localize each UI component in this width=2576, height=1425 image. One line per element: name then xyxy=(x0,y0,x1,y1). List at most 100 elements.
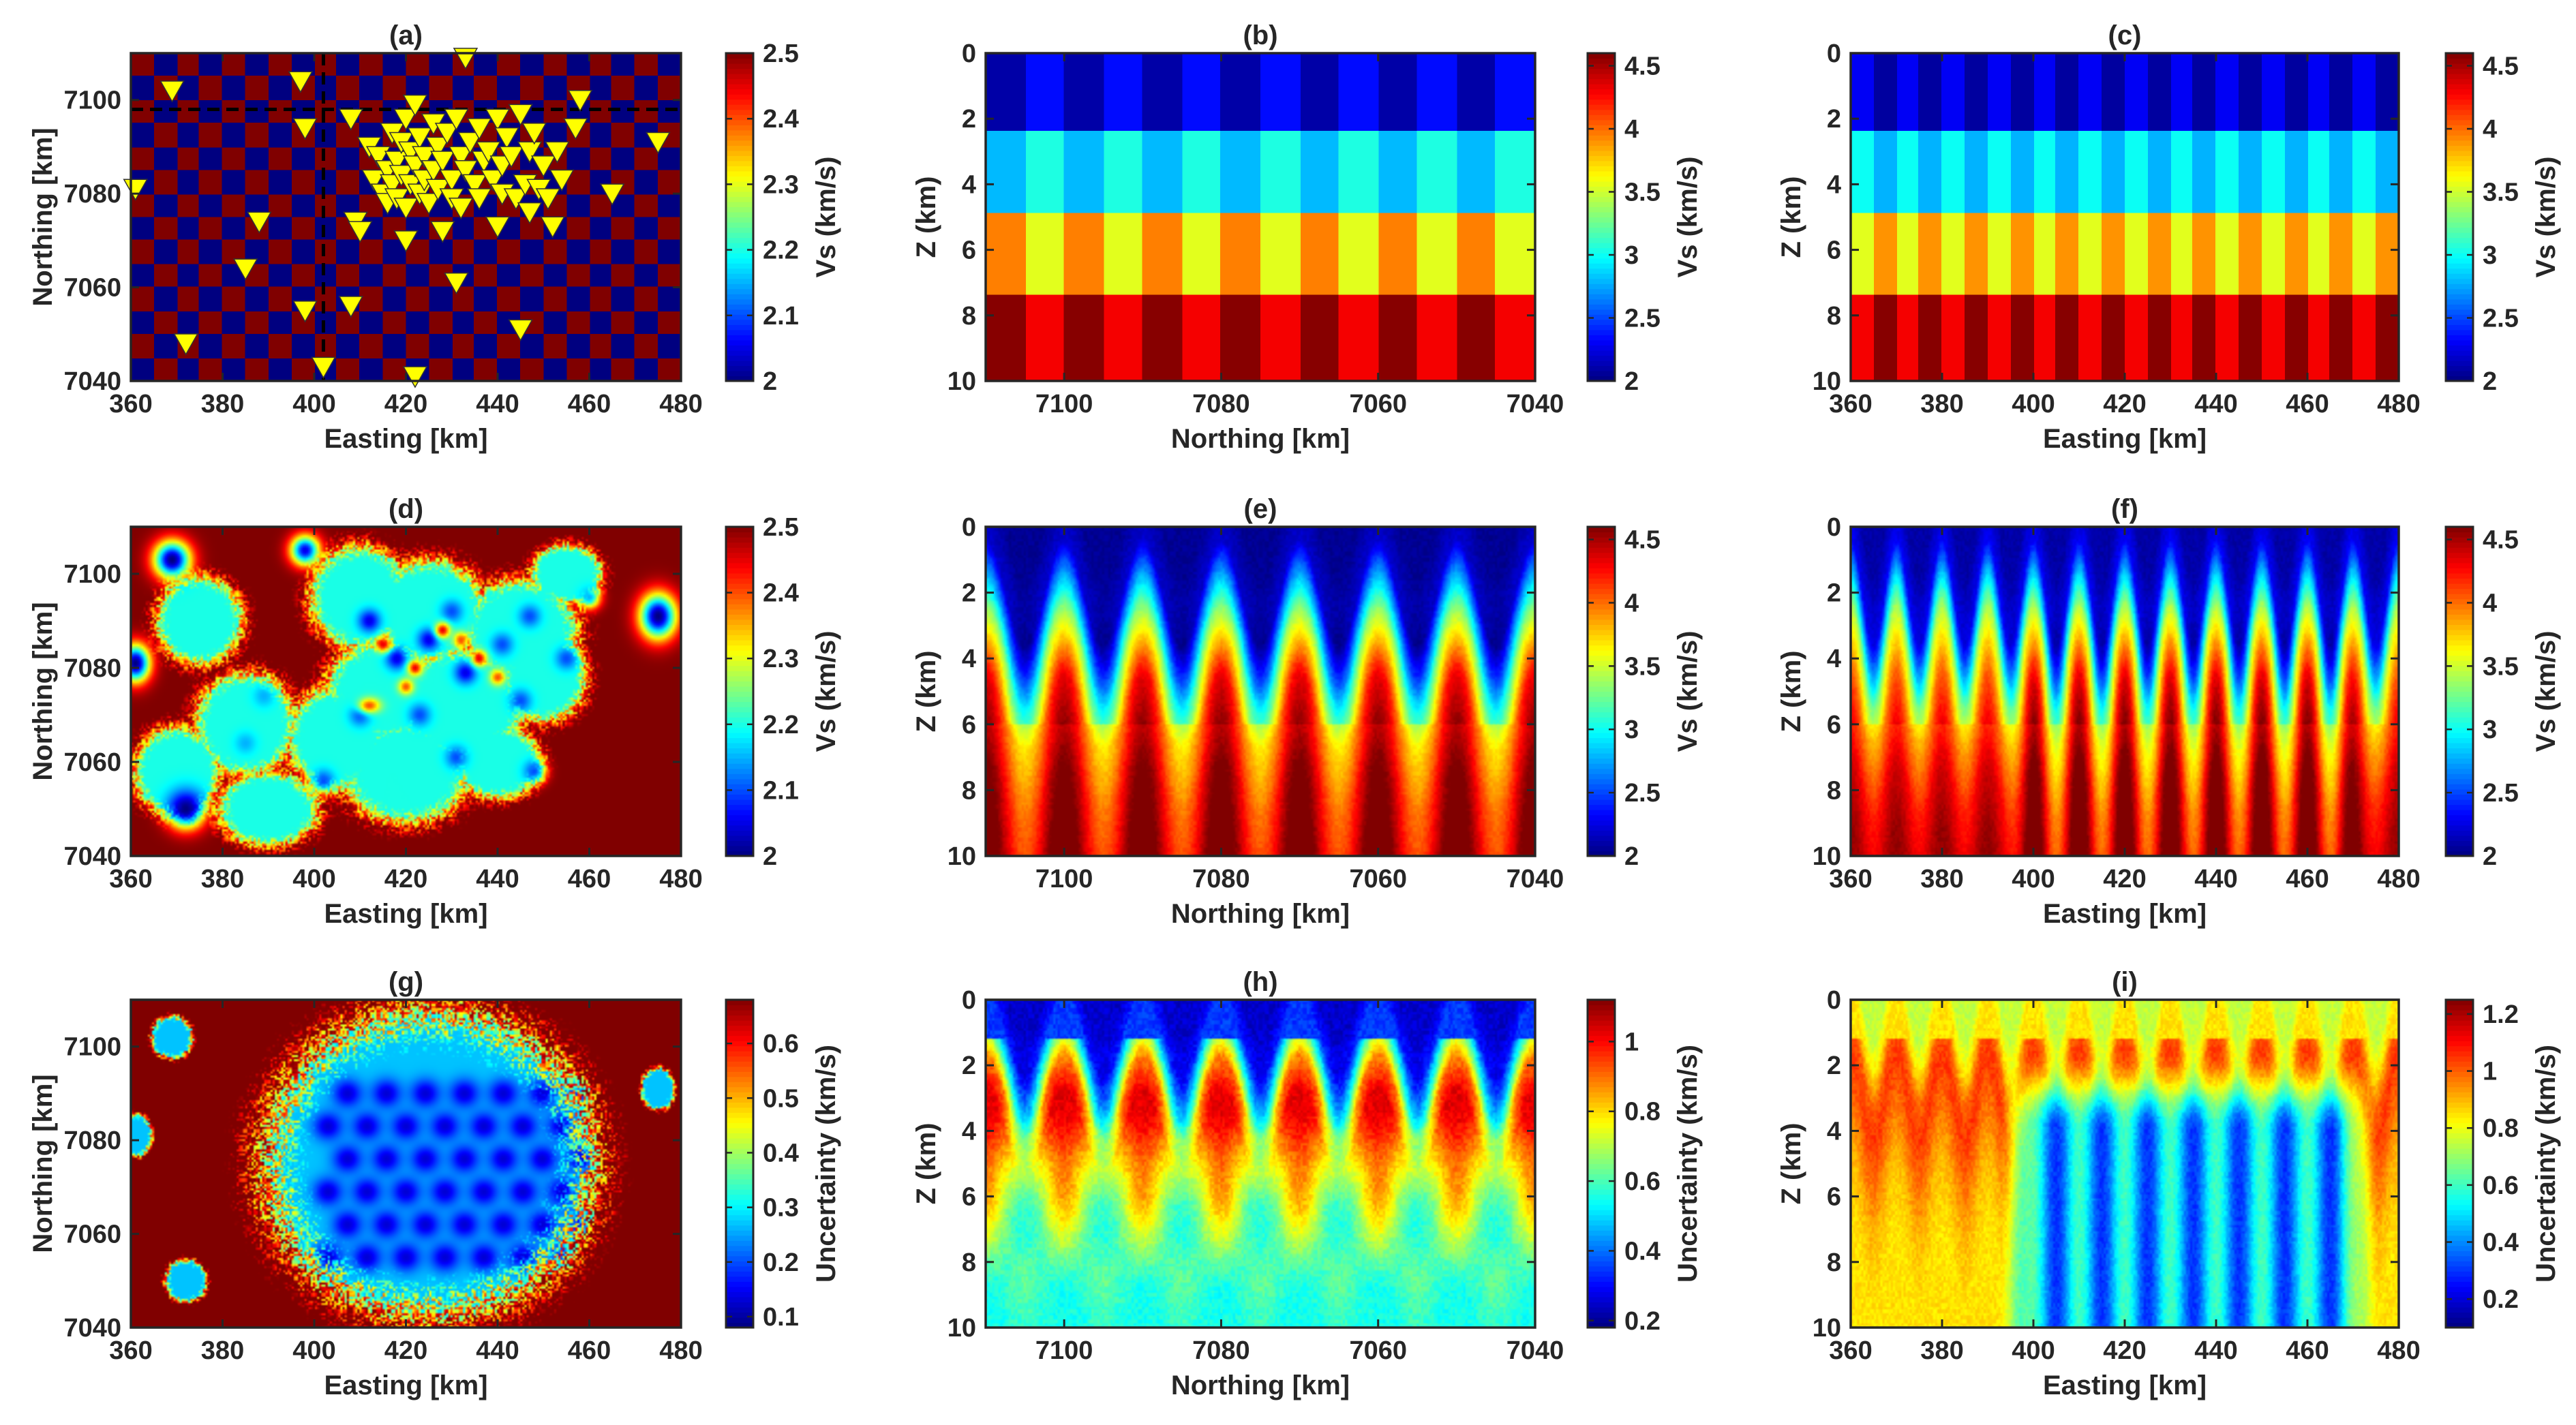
colorbar-step xyxy=(1588,1204,1615,1210)
colorbar-step xyxy=(1588,578,1615,584)
colorbar-step xyxy=(726,176,753,182)
colorbar-step xyxy=(726,1194,753,1200)
colorbar-step xyxy=(2446,711,2473,718)
station-marker xyxy=(498,146,524,168)
colorbar-step xyxy=(726,681,753,687)
colorbar-step xyxy=(726,1184,753,1190)
panel-a: 360 380 400 420 440 460 480 7040 7060 7080 7100 (a)… xyxy=(28,20,841,454)
colorbar-step xyxy=(726,788,753,795)
colorbar-tick-label: 2 xyxy=(763,367,777,396)
x-tick-label: 360 xyxy=(1829,865,1872,893)
colorbar-step xyxy=(726,1133,753,1139)
colorbar-step xyxy=(1588,1296,1615,1303)
x-tick-label: 360 xyxy=(109,865,152,893)
colorbar-step xyxy=(1588,1199,1615,1206)
colorbar-step xyxy=(726,572,753,579)
colorbar-step xyxy=(2446,1158,2473,1165)
colorbar-step xyxy=(726,253,753,259)
station-marker xyxy=(540,216,565,239)
colorbar-step xyxy=(726,1071,753,1077)
colorbar-step xyxy=(1588,329,1615,335)
colorbar-step xyxy=(726,1066,753,1072)
colorbar: 0.1 0.2 0.3 0.4 0.5 0.6 Uncertainty (km/s) xyxy=(725,998,841,1332)
colorbar-step xyxy=(2446,547,2473,553)
colorbar-step xyxy=(1588,243,1615,249)
colorbar-step xyxy=(1588,814,1615,821)
colorbar-step xyxy=(1588,614,1615,620)
colorbar-tick-label: 2.5 xyxy=(763,513,799,542)
colorbar-step xyxy=(2446,1174,2473,1180)
heatmap-image xyxy=(131,527,681,856)
colorbar-step xyxy=(726,768,753,774)
colorbar-step xyxy=(1588,350,1615,356)
colorbar-step xyxy=(2446,247,2473,254)
colorbar-step xyxy=(1588,1071,1615,1077)
panel-f: 360 380 400 420 440 460 480 0 2 4 6 8 10 (f) Easting [… xyxy=(1776,494,2561,929)
colorbar-step xyxy=(1588,568,1615,574)
colorbar-step xyxy=(726,376,753,382)
x-tick-label: 7040 xyxy=(1506,865,1564,893)
colorbar-step xyxy=(2446,222,2473,228)
colorbar-step xyxy=(1588,288,1615,294)
colorbar-step xyxy=(1588,727,1615,733)
colorbar-step xyxy=(1588,222,1615,228)
colorbar-step xyxy=(2446,588,2473,594)
station-marker xyxy=(430,151,455,173)
colorbar-step xyxy=(1588,583,1615,589)
colorbar-step xyxy=(1588,1240,1615,1246)
axes-frame xyxy=(984,998,1536,1329)
colorbar-step xyxy=(726,851,753,857)
x-tick-label: 7100 xyxy=(1035,390,1093,418)
colorbar-step xyxy=(1588,696,1615,703)
colorbar-label: Vs (km/s) xyxy=(811,631,841,752)
y-axis-label: Z (km) xyxy=(1776,177,1806,258)
station-marker xyxy=(407,127,432,150)
colorbar-step xyxy=(2446,825,2473,831)
colorbar-step xyxy=(2446,324,2473,331)
colorbar-tick-label: 3.5 xyxy=(1624,179,1661,207)
colorbar-step xyxy=(2446,799,2473,806)
colorbar-step xyxy=(1588,1010,1615,1016)
panel-title: (h) xyxy=(1243,967,1277,997)
colorbar-step xyxy=(726,1220,753,1226)
colorbar-step xyxy=(1588,562,1615,568)
heatmap-image xyxy=(131,1000,681,1328)
x-tick-label: 7080 xyxy=(1192,390,1250,418)
colorbar-step xyxy=(726,191,753,198)
y-tick-label: 4 xyxy=(962,1117,976,1146)
colorbar-step xyxy=(2446,166,2473,172)
colorbar-step xyxy=(726,717,753,723)
colorbar-step xyxy=(2446,125,2473,131)
colorbar-step xyxy=(726,201,753,208)
station-marker xyxy=(384,151,410,173)
y-tick-label: 8 xyxy=(962,776,976,805)
colorbar-step xyxy=(2446,1261,2473,1267)
colorbar-tick-label: 4 xyxy=(2483,589,2497,617)
colorbar-step xyxy=(726,804,753,810)
colorbar-step xyxy=(726,830,753,836)
colorbar-step xyxy=(1588,1276,1615,1282)
x-tick-label: 7080 xyxy=(1192,865,1250,893)
colorbar-step xyxy=(726,63,753,70)
colorbar-step xyxy=(1588,119,1615,125)
colorbar-step xyxy=(1588,572,1615,579)
y-axis-label: Z (km) xyxy=(911,177,941,258)
x-tick-label: 480 xyxy=(659,1336,702,1365)
colorbar-step xyxy=(726,1266,753,1272)
colorbar-step xyxy=(2446,1225,2473,1231)
panel-c: 360 380 400 420 440 460 480 0 2 4 6 8 10 (c) Easting [… xyxy=(1776,20,2561,454)
colorbar-step xyxy=(726,784,753,790)
colorbar-step xyxy=(2446,339,2473,346)
colorbar-step xyxy=(726,825,753,831)
colorbar-step xyxy=(1588,737,1615,744)
colorbar-step xyxy=(1588,1251,1615,1257)
colorbar-step xyxy=(726,671,753,677)
colorbar-step xyxy=(726,1163,753,1169)
colorbar-step xyxy=(1588,129,1615,136)
colorbar-step xyxy=(1588,1291,1615,1298)
station-marker xyxy=(508,319,533,341)
colorbar-step xyxy=(2446,294,2473,300)
colorbar-step xyxy=(2446,686,2473,692)
colorbar-step xyxy=(726,660,753,666)
colorbar-step xyxy=(2446,1220,2473,1226)
